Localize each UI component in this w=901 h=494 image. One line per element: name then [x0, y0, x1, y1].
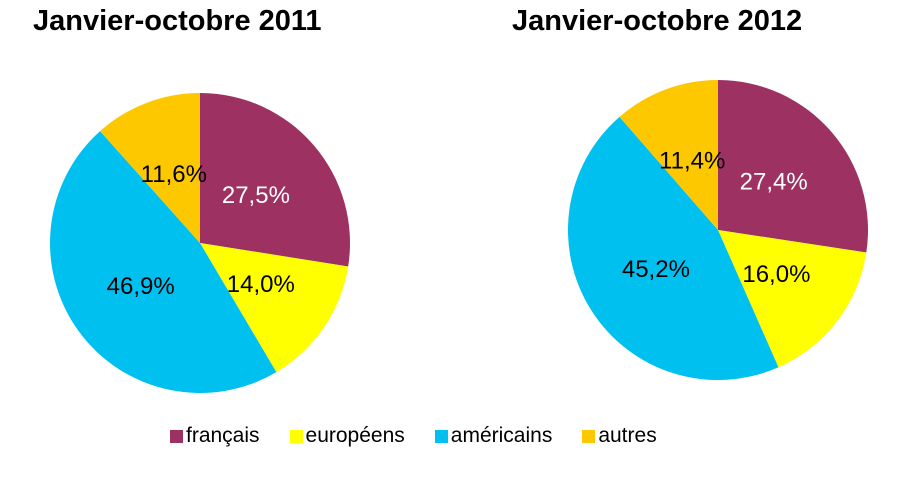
- pie-slice-européens: [200, 243, 349, 373]
- pie-slice-européens: [718, 230, 867, 368]
- pie-slice-français: [718, 80, 868, 253]
- pie-slice-autres: [619, 80, 718, 230]
- pie-slice-value-label: 27,5%: [222, 182, 290, 209]
- pie-slice-value-label: 11,6%: [141, 161, 207, 188]
- pie-slice-français: [200, 93, 350, 267]
- legend-item-français: français: [170, 424, 260, 448]
- legend-swatch-icon: [289, 429, 303, 443]
- pie-slice-autres: [100, 93, 200, 243]
- chart-title-2011: Janvier-octobre 2011: [33, 5, 322, 37]
- pie-slice-value-label: 14,0%: [227, 271, 295, 298]
- pie-slice-américains: [568, 116, 779, 380]
- pie-slice-value-label: 27,4%: [740, 169, 808, 196]
- pie-chart-2011: 27,5% 14,0% 46,9% 11,6%: [50, 93, 350, 393]
- pie-slice-américains: [50, 131, 277, 393]
- pie-chart-2012: 27,4% 16,0% 45,2% 11,4%: [568, 80, 868, 380]
- legend-swatch-icon: [582, 429, 596, 443]
- legend-label: européens: [305, 424, 405, 447]
- legend-label: américains: [450, 424, 553, 447]
- chart-title-2012: Janvier-octobre 2012: [512, 5, 803, 37]
- legend-swatch-icon: [434, 429, 448, 443]
- pie-slice-value-label: 11,4%: [659, 148, 725, 175]
- legend-item-américains: américains: [434, 424, 553, 448]
- pie-slice-value-label: 46,9%: [107, 273, 175, 300]
- legend-label: autres: [598, 424, 657, 447]
- legend-label: français: [186, 424, 260, 447]
- chart-legend: français européens américains autres: [170, 424, 657, 448]
- legend-item-européens: européens: [289, 424, 405, 448]
- pie-slice-value-label: 45,2%: [622, 256, 690, 283]
- legend-item-autres: autres: [582, 424, 657, 448]
- legend-swatch-icon: [170, 429, 183, 443]
- pie-slice-value-label: 16,0%: [742, 261, 810, 288]
